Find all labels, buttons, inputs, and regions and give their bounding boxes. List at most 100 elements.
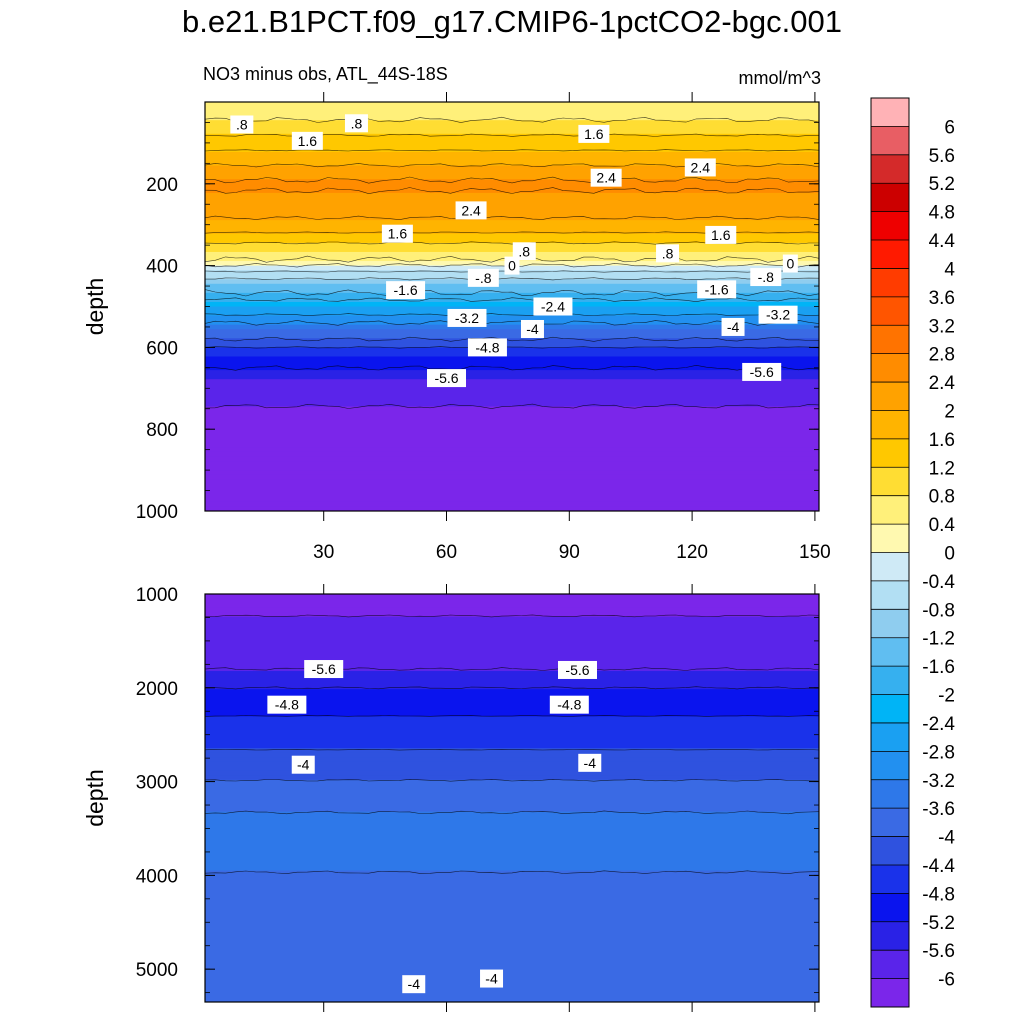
contour-label-bg	[291, 755, 315, 774]
upper-contour-label: .8	[656, 244, 680, 263]
upper-band	[205, 388, 819, 394]
contour-label-bg	[684, 158, 716, 177]
upper-band	[205, 333, 819, 340]
lower-band	[205, 934, 819, 940]
lower-band	[205, 739, 819, 745]
lower-band	[205, 879, 819, 885]
upper-band	[205, 411, 819, 417]
upper-band	[205, 224, 819, 231]
upper-band	[205, 497, 819, 503]
upper-band	[205, 165, 819, 171]
colorbar-frame	[870, 97, 910, 1008]
upper-band	[205, 229, 819, 235]
upper-contour-line	[205, 215, 819, 221]
lower-band	[205, 725, 819, 731]
contour-label-text: -.8	[475, 270, 492, 286]
upper-band	[205, 433, 819, 440]
lower-band	[205, 888, 819, 894]
contour-label-text: 2.4	[596, 170, 616, 186]
lower-band	[205, 671, 819, 677]
upper-band	[205, 161, 819, 167]
lower-band	[205, 770, 819, 777]
contour-label-bg	[697, 280, 737, 299]
colorbar-swatch	[871, 524, 909, 553]
upper-band	[205, 456, 819, 462]
upper-contour-label: -3.2	[447, 308, 487, 327]
colorbar-swatch	[871, 808, 909, 837]
contour-label-bg	[721, 317, 745, 336]
colorbar-swatch	[871, 154, 909, 184]
contour-label-text: -1.6	[394, 282, 418, 298]
contour-label-text: 1.6	[298, 133, 318, 149]
lower-contour-line	[205, 870, 819, 875]
upper-ytick-label: 1000	[136, 502, 178, 523]
upper-band	[205, 501, 819, 508]
upper-band	[205, 129, 819, 135]
upper-band	[205, 279, 819, 285]
colorbar-swatch	[871, 637, 909, 667]
colorbar-swatch	[871, 978, 909, 1008]
lower-band	[205, 983, 819, 990]
upper-contour-line	[205, 336, 819, 342]
lower-band	[205, 988, 819, 994]
upper-ytick-label: 200	[146, 175, 178, 196]
lower-band	[205, 807, 819, 813]
colorbar-swatch	[871, 268, 909, 298]
upper-band	[205, 192, 819, 199]
contour-label-bg	[381, 224, 413, 243]
upper-contour-line	[205, 176, 819, 184]
contour-label-bg	[578, 124, 610, 143]
lower-band	[205, 893, 819, 899]
lower-ytick-label: 3000	[136, 773, 178, 794]
contour-label-text: 2.4	[461, 202, 481, 218]
upper-contour-label: 1.6	[291, 131, 323, 150]
upper-band	[205, 447, 819, 453]
contour-label-text: -5.6	[750, 364, 774, 380]
upper-band	[205, 415, 819, 421]
upper-band	[205, 329, 819, 335]
colorbar-label: 0.8	[929, 487, 955, 508]
upper-band	[205, 320, 819, 326]
lower-band	[205, 707, 819, 713]
upper-band	[205, 324, 819, 331]
upper-contour-label: -5.6	[427, 369, 467, 388]
lower-contour-label: -4.8	[549, 695, 589, 714]
contour-label-text: -3.2	[766, 307, 790, 323]
upper-contour-label: -5.6	[742, 362, 782, 381]
upper-contour-label: -.8	[750, 268, 782, 287]
upper-xtick-label: 150	[799, 542, 831, 563]
lower-band	[205, 643, 819, 650]
upper-band	[205, 288, 819, 294]
colorbar-label: -3.6	[922, 799, 955, 820]
upper-band	[205, 424, 819, 430]
upper-band	[205, 102, 819, 108]
upper-band	[205, 488, 819, 494]
upper-band	[205, 206, 819, 212]
contour-label-text: -2.4	[541, 299, 565, 315]
lower-band	[205, 843, 819, 849]
upper-contour-label: -4	[721, 317, 745, 336]
lower-band	[205, 970, 819, 976]
colorbar-label: 5.6	[929, 146, 955, 167]
contour-label-text: -.8	[758, 269, 775, 285]
contour-label-bg	[267, 695, 307, 714]
lower-band	[205, 816, 819, 822]
colorbar-label: 5.2	[929, 174, 955, 195]
upper-band	[205, 120, 819, 126]
upper-band	[205, 479, 819, 485]
colorbar-label: -2.4	[922, 714, 955, 735]
lower-contour-label: -4	[402, 975, 426, 994]
lower-band	[205, 956, 819, 962]
contour-label-text: 0	[508, 258, 516, 274]
lower-band	[205, 612, 819, 618]
upper-contour-label: 1.6	[381, 224, 413, 243]
upper-band	[205, 420, 819, 426]
upper-contour-label: -2.4	[533, 297, 573, 316]
colorbar-swatch	[871, 438, 909, 468]
colorbar-swatch	[871, 126, 909, 156]
upper-contour-line	[205, 319, 819, 326]
lower-band	[205, 748, 819, 754]
upper-band	[205, 111, 819, 117]
contour-label-text: -5.6	[312, 661, 336, 677]
upper-band	[205, 251, 819, 258]
